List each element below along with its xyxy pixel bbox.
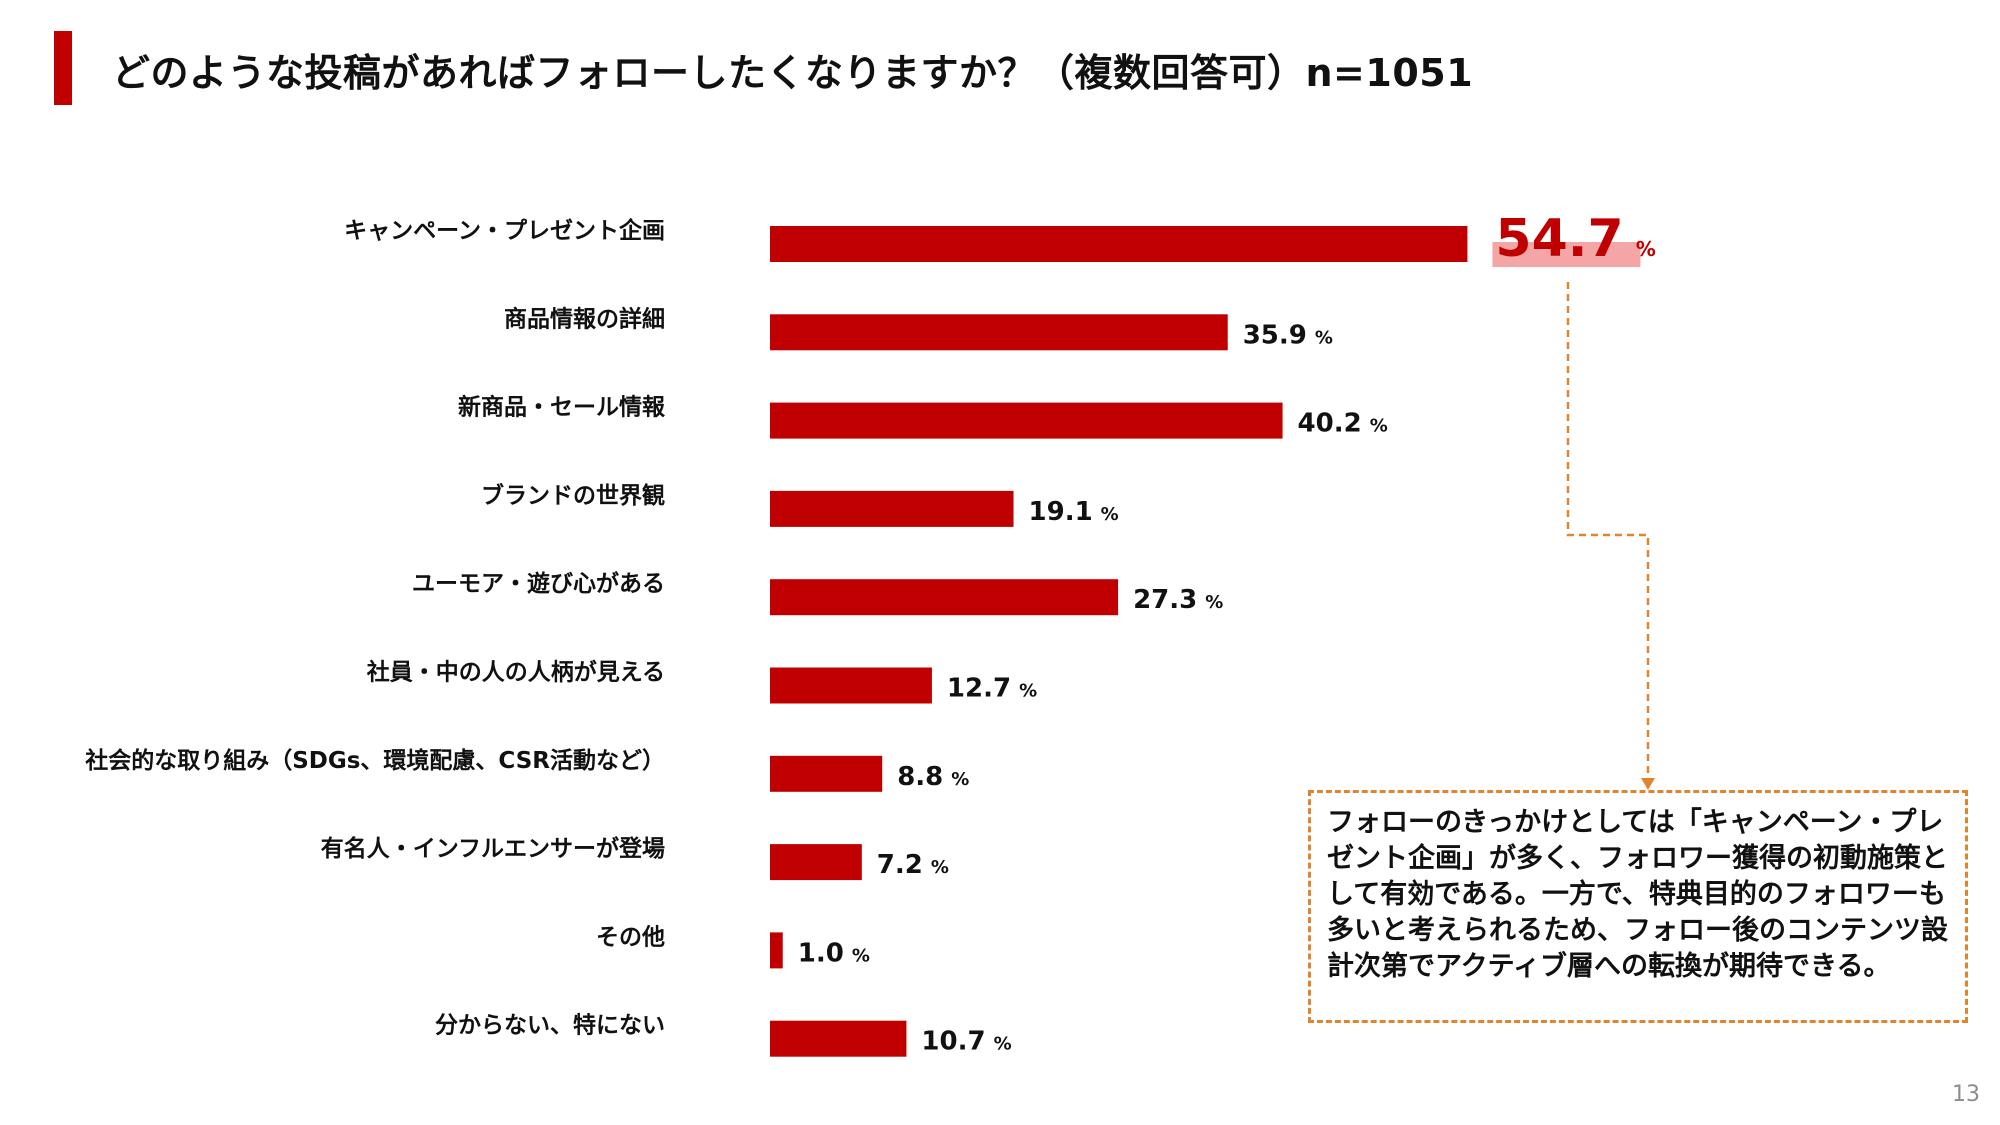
- callout-text: フォローのきっかけとしては「キャンペーン・プレゼント企画」が多く、フォロワー獲得…: [1327, 807, 1948, 982]
- category-label: キャンペーン・プレゼント企画: [344, 217, 665, 244]
- bar: [770, 226, 1468, 262]
- value-label: 1.0%: [798, 938, 870, 968]
- category-label: 社会的な取り組み（SDGs、環境配慮、CSR活動など）: [85, 747, 665, 774]
- category-label: ユーモア・遊び心がある: [412, 570, 665, 597]
- bar: [770, 667, 932, 704]
- bar: [770, 579, 1119, 616]
- bar: [770, 1020, 907, 1057]
- category-label: その他: [596, 924, 665, 950]
- highlight-marker: [1492, 242, 1641, 267]
- value-label: 27.3%: [1133, 585, 1223, 615]
- bar: [770, 755, 883, 792]
- value-label: 12.7%: [947, 674, 1037, 704]
- connector-arrowhead: [1641, 778, 1655, 790]
- value-label: 19.1%: [1029, 497, 1119, 527]
- title-accent-bar: [54, 31, 72, 105]
- category-label: 社員・中の人の人柄が見える: [367, 659, 665, 686]
- page-title: どのような投稿があればフォローしたくなりますか？（複数回答可）n=1051: [112, 51, 1474, 95]
- category-label: ブランドの世界観: [481, 482, 665, 509]
- value-label: 8.8%: [897, 762, 969, 792]
- page-number: 13: [1952, 1082, 1980, 1107]
- bar: [770, 402, 1283, 439]
- value-label: 10.7%: [921, 1027, 1011, 1057]
- category-label: 商品情報の詳細: [504, 305, 665, 332]
- bar: [770, 932, 783, 969]
- bar: [770, 844, 862, 881]
- category-label: 有名人・インフルエンサーが登場: [321, 835, 665, 862]
- category-label: 分からない、特にない: [435, 1013, 665, 1039]
- bar: [770, 314, 1228, 351]
- value-label: 35.9%: [1243, 320, 1333, 350]
- connector-line: [1566, 282, 1650, 780]
- bar: [770, 490, 1014, 527]
- callout-box: フォローのきっかけとしては「キャンペーン・プレゼント企画」が多く、フォロワー獲得…: [1308, 790, 1968, 1023]
- value-label: 40.2%: [1298, 409, 1388, 439]
- category-label: 新商品・セール情報: [458, 394, 666, 421]
- value-label: 7.2%: [877, 850, 949, 880]
